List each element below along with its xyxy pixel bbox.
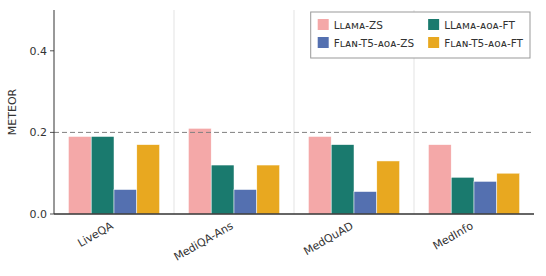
bar: [474, 181, 497, 214]
bar: [137, 145, 160, 214]
bar: [377, 161, 400, 214]
bar: [354, 192, 377, 214]
y-tick-label: 0.2: [30, 126, 48, 139]
legend-swatch: [318, 19, 329, 30]
bar: [188, 128, 211, 214]
chart: 0.0 0.2 0.4 LiveQA MediQA-Ans MedQuAD MedInfo M…: [0, 0, 546, 276]
bars: [68, 128, 519, 214]
legend-box: [311, 12, 530, 58]
bar: [257, 165, 280, 214]
legend-label: LLᴀᴍᴀ-ᴀᴏᴀ-FT: [444, 19, 515, 31]
bar: [451, 177, 474, 214]
legend-label: Fʟᴀɴ-T5-ᴀᴏᴀ-ZS: [334, 37, 415, 49]
bar: [114, 190, 137, 214]
legend-swatch: [428, 19, 439, 30]
bar: [234, 190, 257, 214]
x-axis: [54, 213, 534, 215]
x-tick-label: MedInfo: [431, 219, 476, 252]
y-axis: [54, 10, 55, 214]
legend-label: Fʟᴀɴ-T5-ᴀᴏᴀ-FT: [444, 37, 523, 49]
x-tick-label: MediQA-Ans: [172, 219, 236, 263]
bar: [91, 136, 114, 214]
bar: [331, 145, 354, 214]
y-tick-label: 0.4: [30, 45, 48, 58]
legend-swatch: [318, 37, 329, 48]
x-tick-label: LiveQA: [76, 219, 116, 250]
legend-label: Lʟᴀᴍᴀ-ZS: [334, 19, 384, 31]
y-tick: [50, 50, 54, 51]
bar: [497, 173, 520, 214]
x-tick-label: MedQuAD: [301, 219, 355, 258]
y-tick: [50, 132, 54, 133]
y-tick-label: 0.0: [30, 208, 48, 221]
legend-swatch: [428, 37, 439, 48]
group-separator: [174, 10, 175, 214]
legend: Lʟᴀᴍᴀ-ZS LLᴀᴍᴀ-ᴀᴏᴀ-FT Fʟᴀɴ-T5-ᴀᴏᴀ-ZS Fʟᴀɴ-T…: [311, 12, 530, 58]
bar: [308, 136, 331, 214]
bar: [211, 165, 234, 214]
group-separator: [294, 10, 295, 214]
reference-line: [54, 132, 534, 133]
bar: [68, 136, 91, 214]
y-axis-label: METEOR: [6, 88, 19, 135]
y-tick: [50, 214, 54, 215]
bar: [428, 145, 451, 214]
